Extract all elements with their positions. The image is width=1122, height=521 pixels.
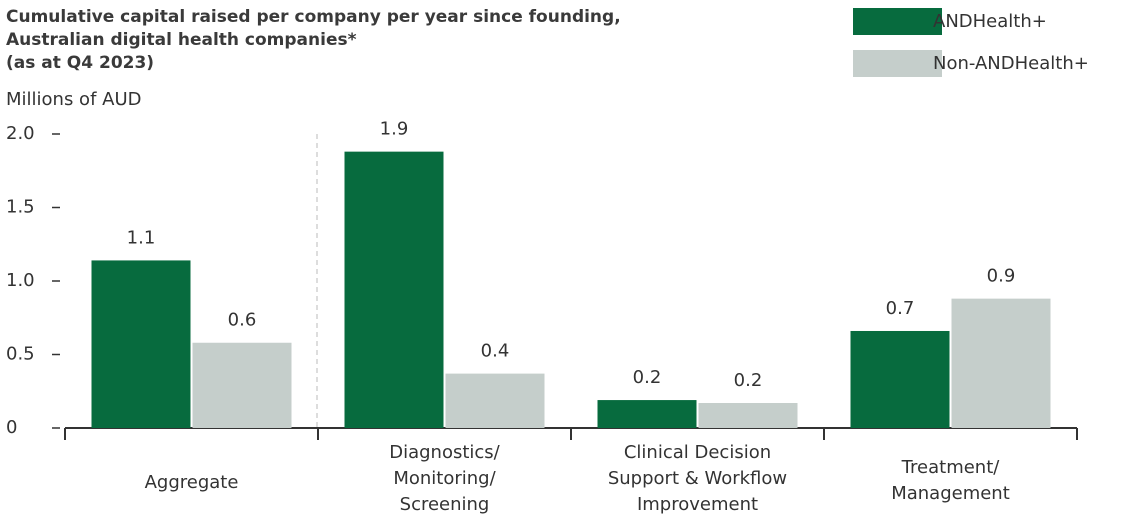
bar: [192, 342, 292, 428]
x-tick-label: Clinical Decision Support & Workflow Imp…: [607, 442, 788, 515]
bar: [91, 260, 191, 428]
y-tick-label: 0.5: [6, 344, 35, 365]
data-label: 0.4: [481, 341, 510, 362]
data-label: 0.2: [734, 370, 763, 391]
chart-subtitle: Millions of AUD: [6, 89, 142, 110]
data-label: 0.2: [633, 367, 662, 388]
bar: [597, 400, 697, 428]
data-label: 0.9: [987, 266, 1016, 287]
y-tick-label: 1.5: [6, 197, 35, 218]
legend-label: ANDHealth+: [933, 11, 1047, 32]
x-tick-label: Diagnostics/ Monitoring/ Screening: [389, 442, 500, 515]
bar: [344, 151, 444, 428]
data-label: 0.6: [228, 310, 257, 331]
bar: [445, 373, 545, 428]
bar: [698, 403, 798, 428]
y-tick-label: 1.0: [6, 270, 35, 291]
bar: [951, 298, 1051, 428]
legend-label: Non-ANDHealth+: [933, 53, 1089, 74]
y-tick-label: 2.0: [6, 123, 35, 144]
data-label: 1.1: [127, 227, 156, 248]
y-tick-label: 0: [6, 417, 17, 438]
x-tick-label: Treatment/ Management: [891, 457, 1010, 504]
chart-title: Cumulative capital raised per company pe…: [6, 7, 621, 73]
data-label: 0.7: [886, 298, 915, 319]
legend-swatch: [853, 8, 942, 35]
data-label: 1.9: [380, 119, 409, 140]
x-tick-label: Aggregate: [144, 472, 239, 493]
bar: [850, 330, 950, 428]
legend-swatch: [853, 50, 942, 77]
